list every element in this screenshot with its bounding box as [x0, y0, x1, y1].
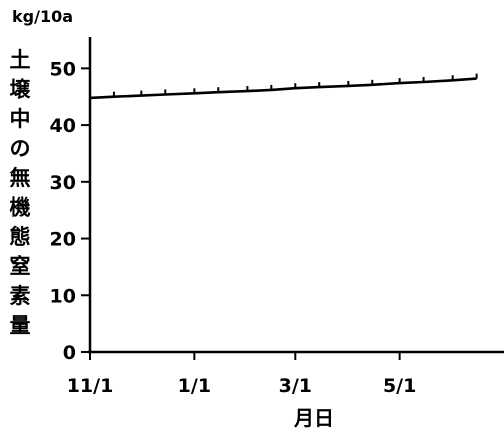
y-tick-label: 20: [50, 229, 76, 251]
y-axis-title-char: 中: [10, 107, 31, 131]
y-axis-title-char: 壌: [10, 78, 32, 102]
y-axis-title-char: 態: [10, 225, 31, 249]
y-axis-title-char: 素: [10, 284, 31, 308]
y-tick-label: 30: [50, 172, 76, 194]
y-tick-label: 10: [50, 285, 76, 307]
y-axis-title-char: 窒: [10, 255, 31, 279]
x-tick-label: 5/1: [383, 375, 416, 397]
series-layer: [89, 73, 478, 100]
y-axis-title-char: 土: [10, 48, 31, 72]
y-axis-title-char: 機: [10, 196, 31, 220]
series-line: [89, 77, 477, 100]
x-tick-label: 3/1: [279, 375, 312, 397]
chart-ticks: 0 10 20 30 40 50 11/1 1/1 3/1 5/1: [50, 58, 417, 397]
y-axis-title-char: の: [10, 137, 31, 161]
y-tick-label: 0: [63, 342, 76, 364]
x-tick-label: 11/1: [67, 375, 114, 397]
y-tick-label: 50: [50, 58, 76, 80]
y-tick-label: 40: [50, 115, 76, 137]
x-axis-title: 月日: [293, 406, 334, 430]
x-tick-label: 1/1: [178, 375, 211, 397]
y-axis-title-char: 量: [10, 314, 31, 338]
y-axis-title-char: 無: [10, 166, 31, 190]
unit-label: kg/10a: [12, 7, 73, 26]
